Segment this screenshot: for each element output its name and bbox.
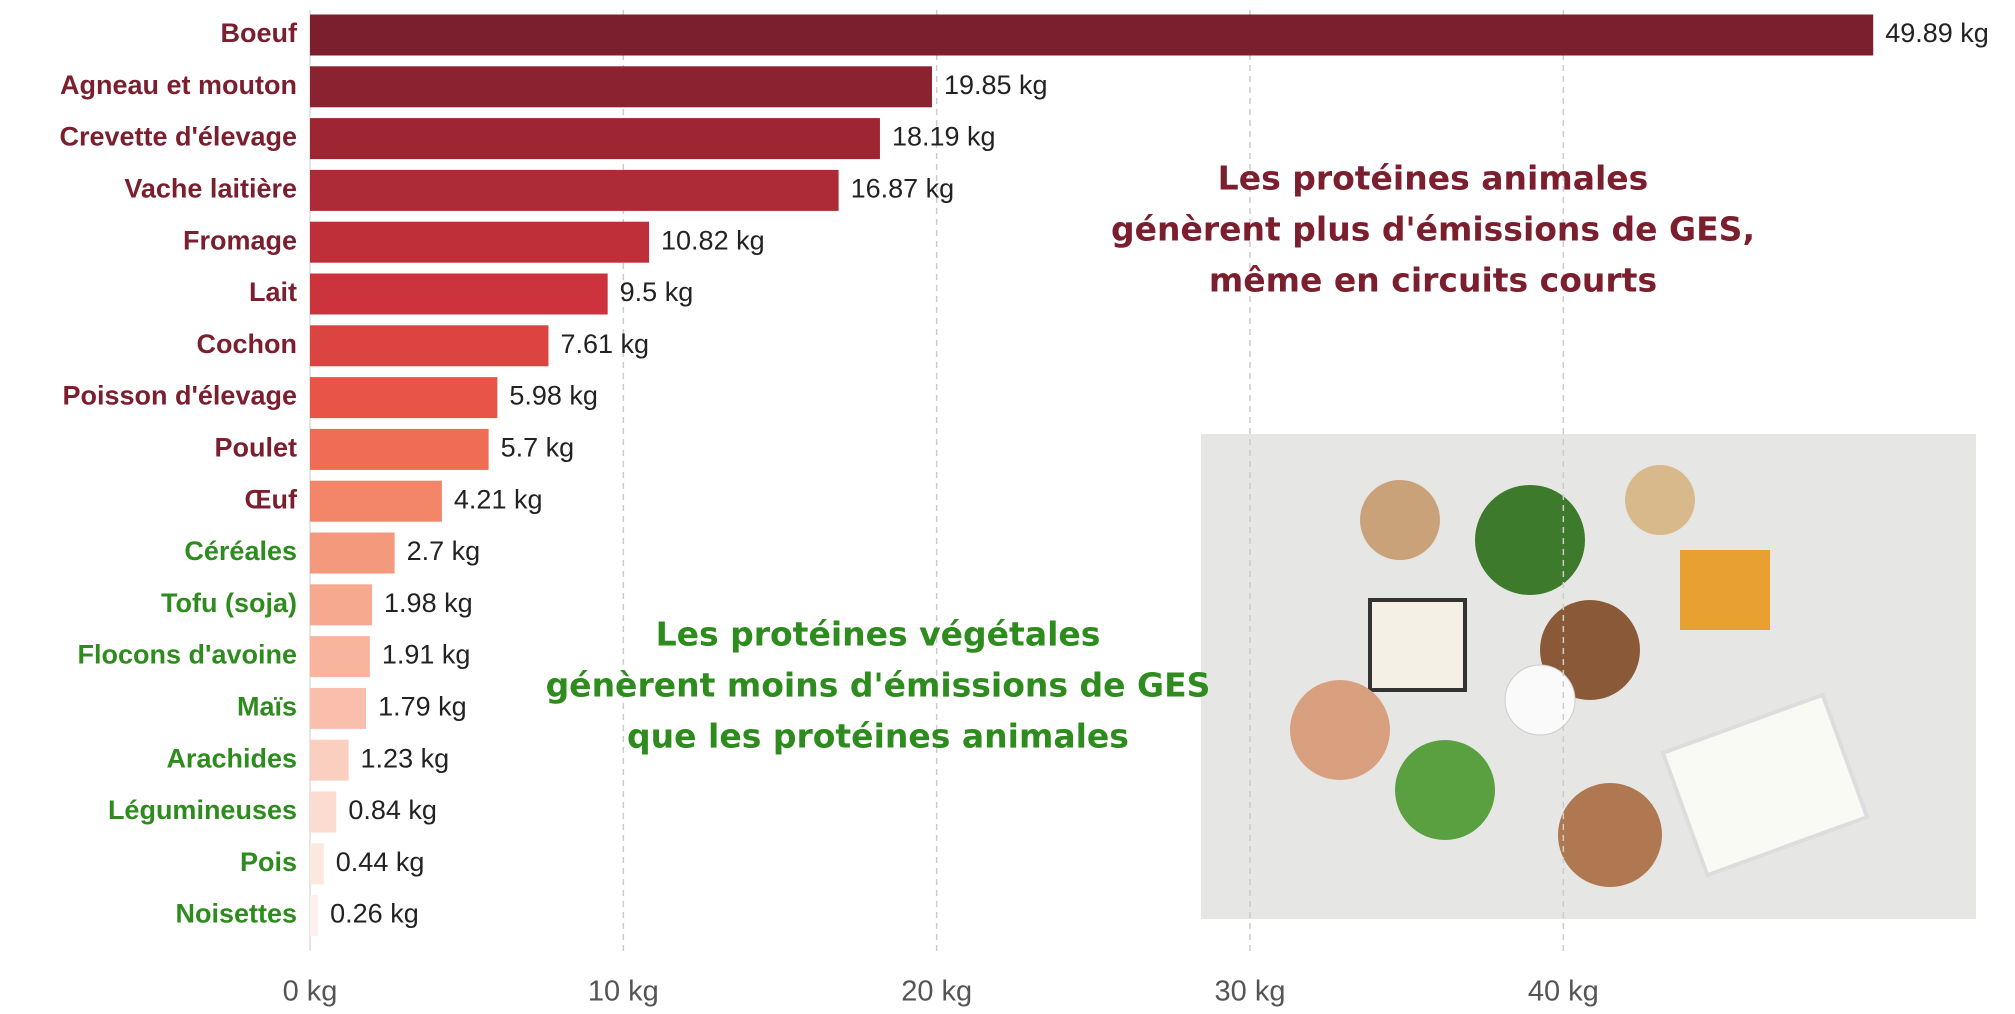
- annotation: Les protéines animales: [1218, 159, 1649, 198]
- x-tick-label: 10 kg: [588, 976, 659, 1008]
- bar: [310, 118, 880, 160]
- bar: [310, 325, 549, 367]
- bar: [310, 14, 1874, 56]
- value-label: 18.19 kg: [892, 122, 996, 152]
- category-label: Lait: [249, 277, 297, 307]
- value-label: 1.91 kg: [382, 640, 471, 670]
- bar: [310, 221, 650, 263]
- value-label: 5.98 kg: [509, 381, 598, 411]
- bar: [310, 66, 932, 108]
- value-label: 16.87 kg: [851, 174, 955, 204]
- value-label: 7.61 kg: [560, 329, 649, 359]
- annotation: même en circuits courts: [1209, 261, 1657, 300]
- value-label: 0.26 kg: [330, 899, 419, 929]
- value-label: 2.7 kg: [407, 536, 481, 566]
- category-label: Boeuf: [221, 18, 299, 48]
- bar: [310, 480, 442, 522]
- bar: [310, 791, 337, 833]
- x-tick-label: 0 kg: [283, 976, 338, 1008]
- value-label: 9.5 kg: [620, 277, 694, 307]
- bar: [310, 377, 498, 419]
- category-label: Arachides: [166, 743, 297, 773]
- category-label: Crevette d'élevage: [59, 122, 297, 152]
- category-label: Fromage: [183, 225, 297, 255]
- value-label: 49.89 kg: [1885, 18, 1989, 48]
- value-label: 4.21 kg: [454, 484, 543, 514]
- x-tick-label: 40 kg: [1528, 976, 1599, 1008]
- bar: [310, 636, 370, 678]
- category-label: Tofu (soja): [161, 588, 297, 618]
- bar: [310, 895, 319, 937]
- value-label: 1.23 kg: [361, 743, 450, 773]
- category-label: Poulet: [214, 433, 297, 463]
- annotation: génèrent plus d'émissions de GES,: [1111, 210, 1755, 249]
- bar: [310, 428, 489, 470]
- bar: [310, 273, 608, 315]
- value-label: 5.7 kg: [501, 433, 575, 463]
- category-label: Pois: [240, 847, 297, 877]
- x-tick-label: 30 kg: [1215, 976, 1286, 1008]
- value-label: 1.98 kg: [384, 588, 473, 618]
- category-label: Vache laitière: [124, 174, 297, 204]
- photo: [1201, 434, 1976, 919]
- category-label: Maïs: [237, 692, 297, 722]
- value-label: 1.79 kg: [378, 692, 467, 722]
- bar: [310, 169, 839, 211]
- value-label: 10.82 kg: [661, 225, 765, 255]
- category-label: Céréales: [184, 536, 297, 566]
- category-label: Légumineuses: [108, 795, 297, 825]
- category-label: Flocons d'avoine: [78, 640, 297, 670]
- annotation: Les protéines végétales: [656, 615, 1101, 654]
- category-label: Poisson d'élevage: [62, 381, 297, 411]
- bar: [310, 687, 367, 729]
- bar: [310, 739, 349, 781]
- value-label: 0.84 kg: [348, 795, 437, 825]
- bar: [310, 584, 373, 626]
- bar: [310, 532, 395, 574]
- category-label: Œuf: [245, 484, 298, 514]
- annotation: que les protéines animales: [627, 717, 1129, 756]
- bar: [310, 843, 324, 885]
- category-label: Noisettes: [175, 899, 297, 929]
- value-label: 19.85 kg: [944, 70, 1048, 100]
- category-label: Cochon: [197, 329, 298, 359]
- x-tick-label: 20 kg: [901, 976, 972, 1008]
- annotation: génèrent moins d'émissions de GES: [546, 666, 1211, 705]
- category-label: Agneau et mouton: [60, 70, 297, 100]
- value-label: 0.44 kg: [336, 847, 425, 877]
